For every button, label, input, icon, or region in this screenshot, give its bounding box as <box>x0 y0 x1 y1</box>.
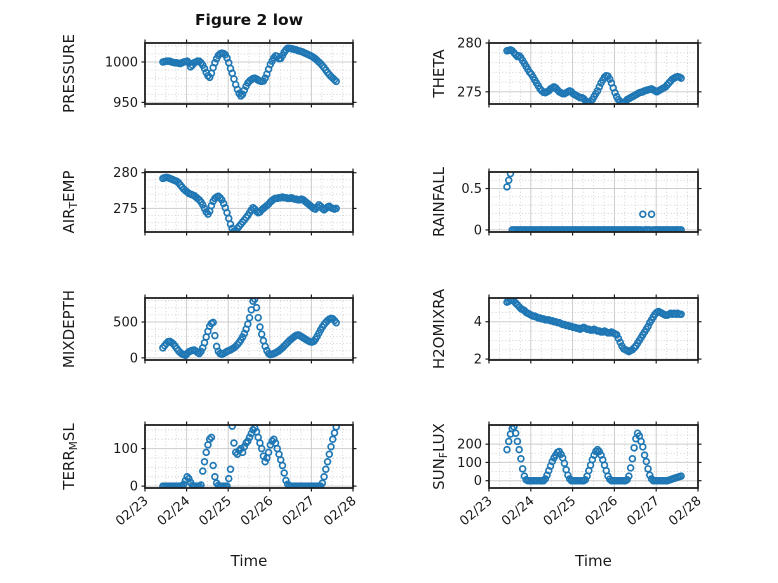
x-axis-label-right: Time <box>575 552 612 570</box>
ytick-label: 275 <box>457 85 482 100</box>
xtick-label: 02/25 <box>541 494 579 530</box>
ylabel-terr-msl: TERRMSL <box>60 423 80 491</box>
data-series-rainfall <box>503 172 685 232</box>
ytick-label: 0.5 <box>461 182 482 197</box>
ylabel-theta: THETA <box>430 49 448 99</box>
ytick-label: 2 <box>474 353 482 368</box>
data-series-mixdepth <box>159 298 340 360</box>
xtick-label: 02/26 <box>238 494 276 530</box>
data-series-terr-msl <box>159 425 340 488</box>
xtick-label: 02/24 <box>155 494 193 530</box>
xtick-label: 02/23 <box>457 494 495 530</box>
ytick-label: 0 <box>130 351 138 366</box>
xtick-label: 02/26 <box>583 494 621 530</box>
subplot-mixdepth: 0 500 MIXDEPTH <box>60 290 357 368</box>
xtick-label: 02/28 <box>321 494 359 530</box>
data-series-theta <box>503 46 685 104</box>
ylabel-air-temp: AIRTEMP <box>60 171 80 234</box>
subplot-air-temp: 275 280 AIRTEMP <box>60 166 357 236</box>
ytick-label: 280 <box>113 166 138 181</box>
ylabel-sun-flux: SUNFLUX <box>430 423 450 490</box>
subplot-sun-flux: 0 100 200 SUNFLUX 02/23 02/24 02/25 02/26 02/27 0… <box>430 421 705 530</box>
ylabel-pressure: PRESSURE <box>60 34 78 113</box>
figure-title: Figure 2 low <box>194 11 304 29</box>
ylabel-h2omixra: H2OMIXRA <box>430 288 448 369</box>
data-series-sun-flux <box>503 425 685 485</box>
data-series-h2omixra <box>503 298 685 356</box>
data-series-pressure <box>159 44 340 100</box>
ytick-label: 4 <box>474 315 482 330</box>
subplot-h2omixra: 2 4 H2OMIXRA <box>430 288 702 369</box>
ytick-label: 950 <box>113 96 138 111</box>
ylabel-mixdepth: MIXDEPTH <box>60 290 78 368</box>
ylabel-rainfall: RAINFALL <box>430 166 448 237</box>
xtick-label: 02/27 <box>280 494 318 530</box>
ytick-label: 0 <box>474 474 482 489</box>
ytick-label: 280 <box>457 37 482 52</box>
xtick-label: 02/25 <box>196 494 234 530</box>
xtick-label: 02/27 <box>624 494 662 530</box>
subplot-terr-msl: 0 100 TERRMSL 02/23 02/24 02/25 02/26 02/27 02/2… <box>60 421 360 530</box>
ytick-label: 100 <box>457 456 482 471</box>
ytick-label: 200 <box>457 438 482 453</box>
x-axis-label-left: Time <box>230 552 268 570</box>
subplot-pressure: 950 1000 PRESSURE <box>60 34 357 113</box>
ytick-label: 0 <box>130 480 138 495</box>
xtick-label: 02/24 <box>499 494 537 530</box>
xtick-label: 02/23 <box>113 494 151 530</box>
subplot-rainfall: 0 0.5 RAINFALL <box>430 166 702 238</box>
xtick-label: 02/28 <box>666 494 704 530</box>
subplot-theta: 275 280 THETA <box>430 37 702 108</box>
ytick-label: 500 <box>113 316 138 331</box>
data-series-air-temp <box>159 173 340 232</box>
ytick-label: 0 <box>474 223 482 238</box>
ytick-label: 275 <box>113 202 138 217</box>
ytick-label: 1000 <box>105 55 138 70</box>
ytick-label: 100 <box>113 442 138 457</box>
